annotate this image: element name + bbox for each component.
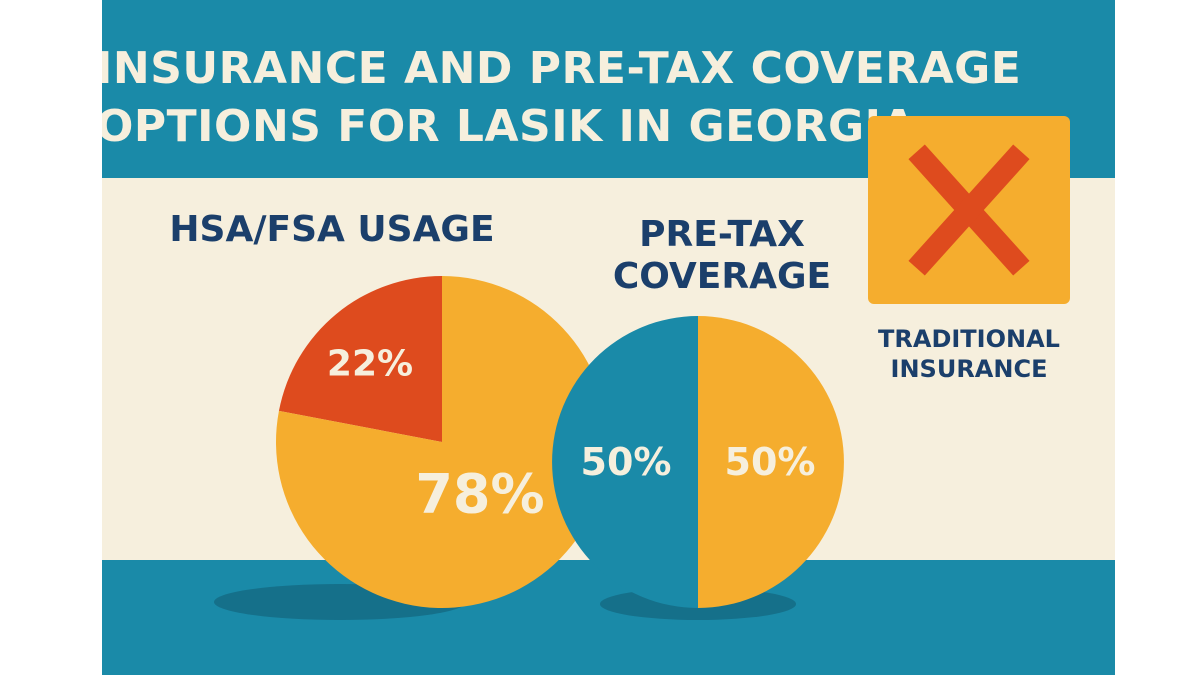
- pie-charts: 22% 78% 50% 50%: [214, 276, 844, 620]
- hsa-slice-22-label: 22%: [327, 344, 413, 385]
- infographic: INSURANCE AND PRE-TAX COVERAGE OPTIONS F…: [102, 0, 1115, 675]
- traditional-insurance-card: [868, 116, 1070, 304]
- title-line-1: INSURANCE AND PRE-TAX COVERAGE: [102, 43, 1022, 94]
- hsa-fsa-chart-title: HSA/FSA USAGE: [169, 209, 495, 250]
- hsa-slice-78-label: 78%: [415, 463, 544, 526]
- x-mark-icon: [908, 144, 1030, 276]
- hsa-slice-78: [276, 276, 609, 608]
- pretax-slice-left-label: 50%: [581, 440, 672, 484]
- pre-tax-pie: 50% 50%: [552, 316, 844, 608]
- pretax-slice-right: [698, 316, 844, 608]
- pre-tax-chart-title: PRE-TAX COVERAGE: [572, 214, 872, 298]
- hsa-slice-22: [278, 276, 442, 442]
- page-title: INSURANCE AND PRE-TAX COVERAGE OPTIONS F…: [102, 40, 1115, 156]
- title-line-2: OPTIONS FOR LASIK IN GEORGIA: [102, 101, 917, 152]
- traditional-insurance-line-2: INSURANCE: [890, 355, 1048, 383]
- pre-tax-title-line-1: PRE-TAX: [639, 214, 805, 255]
- traditional-insurance-label: TRADITIONAL INSURANCE: [847, 324, 1091, 384]
- hsa-fsa-pie: 22% 78%: [276, 276, 609, 608]
- pretax-slice-left: [552, 316, 698, 608]
- traditional-insurance-line-1: TRADITIONAL: [878, 325, 1060, 353]
- pretax-slice-right-label: 50%: [725, 440, 816, 484]
- pre-tax-title-line-2: COVERAGE: [612, 256, 832, 297]
